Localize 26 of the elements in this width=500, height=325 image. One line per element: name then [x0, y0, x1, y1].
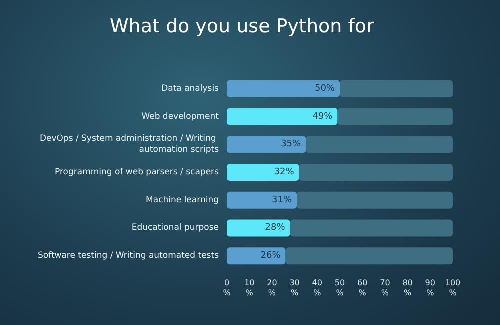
x-tick-label: 100 % — [445, 278, 461, 298]
data-label: 49% — [312, 112, 334, 122]
x-tick-label: 20 % — [267, 278, 278, 298]
x-tick-label: 40 % — [312, 278, 322, 298]
y-tick-label: Data analysis — [162, 84, 220, 94]
y-tick-label: DevOps / System administration / Writing automation scripts — [40, 134, 220, 156]
chart-title: What do you use Python for — [110, 16, 375, 38]
x-tick-label: 30 % — [290, 278, 300, 298]
y-tick-label: Software testing / Writing automated tests — [38, 251, 220, 262]
data-label: 32% — [274, 168, 295, 178]
data-label: 26% — [260, 251, 282, 262]
y-tick-label: Machine learning — [146, 195, 219, 206]
y-tick-label: Web development — [142, 112, 220, 122]
data-label: 31% — [272, 195, 292, 206]
x-tick-label: 10 % — [244, 278, 255, 298]
x-tick-label: 80 % — [402, 278, 413, 298]
data-label: 35% — [281, 140, 302, 150]
x-tick-label: 50 % — [334, 278, 346, 298]
x-tick-label: 0 % — [223, 278, 232, 298]
x-tick-label: 60 % — [358, 278, 368, 298]
y-tick-label: Educational purpose — [132, 223, 219, 234]
data-label: 50% — [314, 84, 336, 94]
x-tick-label: 70 % — [380, 278, 390, 298]
data-label: 28% — [265, 223, 286, 234]
y-tick-label: Programming of web parsers / scapers — [55, 168, 220, 178]
x-tick-label: 90 % — [425, 278, 436, 298]
